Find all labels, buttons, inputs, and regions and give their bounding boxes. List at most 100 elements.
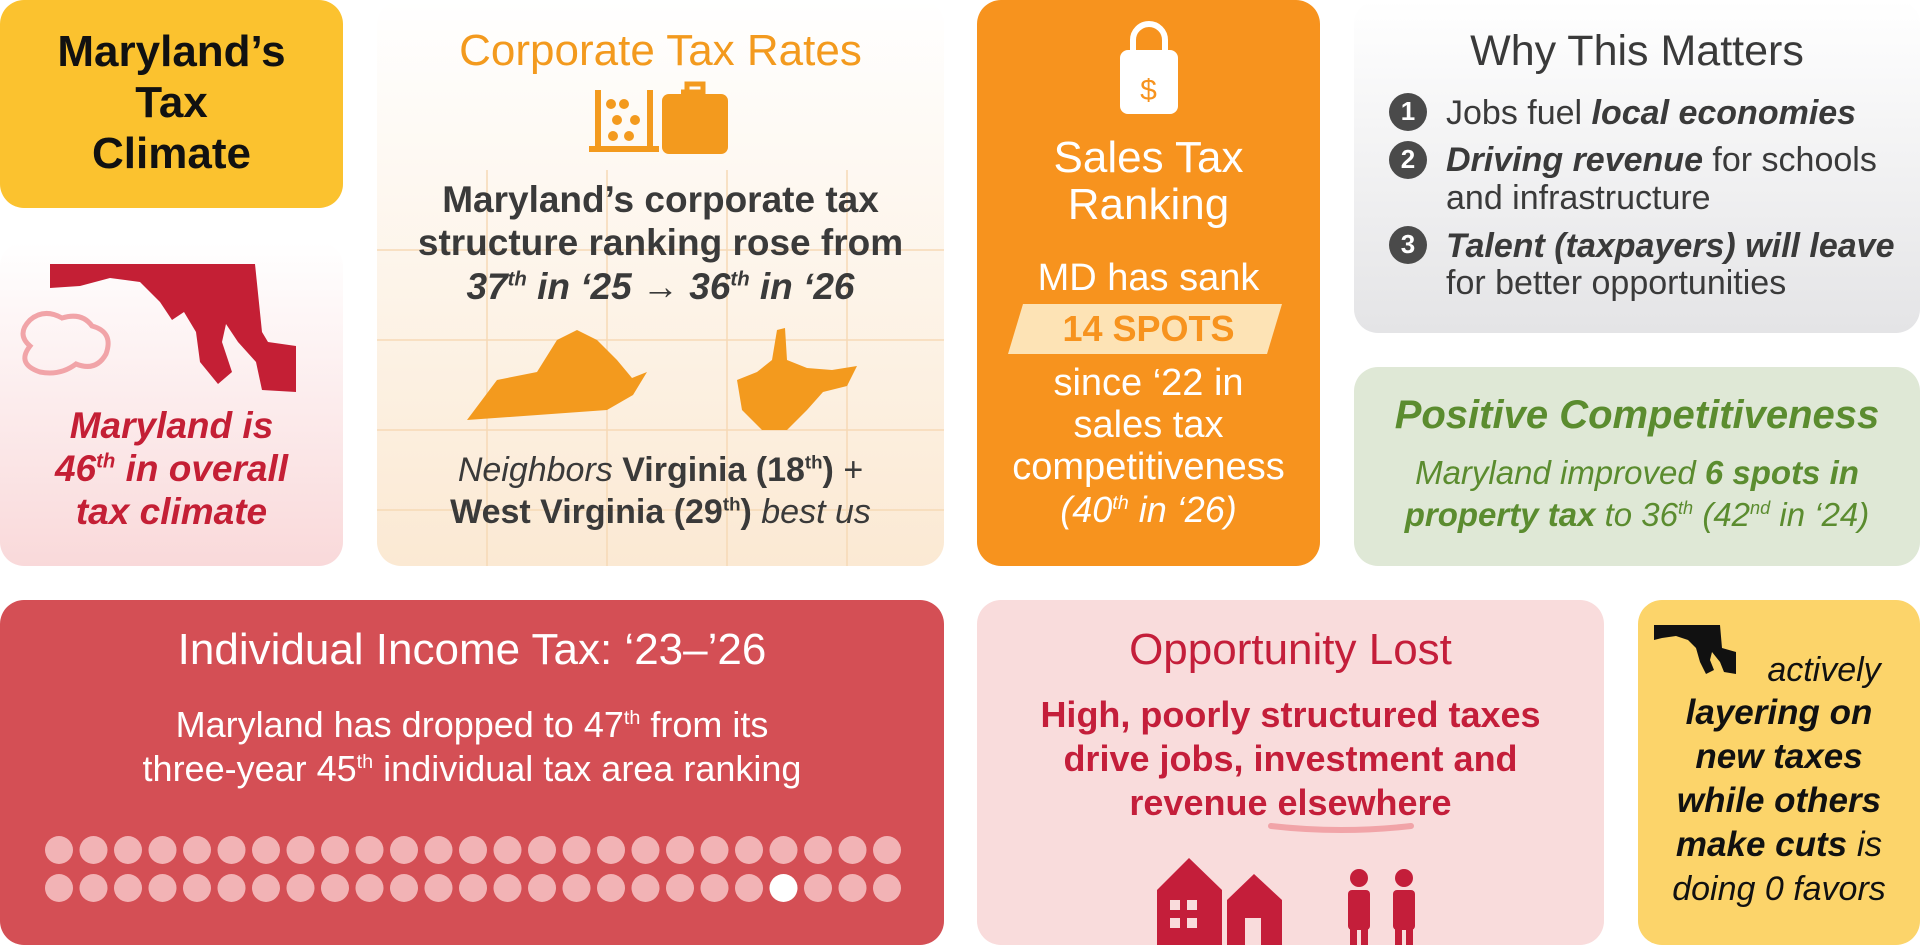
state-dot [148,874,177,902]
text-run: sales tax [1073,404,1224,446]
superscript: th [1112,492,1129,514]
text-run: is [1847,825,1883,864]
text-run: West Virginia (29 [450,493,723,531]
sales-graphics [1008,21,1282,354]
text-run: 37 [466,266,508,307]
neighbors-line: Neighbors Virginia (18th) + [377,447,944,493]
opportunity-card: Opportunity Lost High, poorly structured… [977,600,1604,945]
state-dot [838,836,867,864]
positive-card: Positive Competitiveness Maryland improv… [1354,367,1920,566]
text-run: High, poorly structured taxes [1040,694,1541,735]
text-run: local economies [1591,94,1857,132]
sales-badge: 14 SPOTS [977,306,1320,352]
text-run: (40 [1060,489,1113,530]
why-line: for better opportunities [1446,260,1920,306]
state-dot [528,874,556,902]
state-dot [735,874,763,902]
superscript: th [507,268,527,291]
text-run: elsewhere [1277,782,1452,823]
layering-card: actively layering on new taxes while oth… [1638,600,1920,945]
state-dot [183,836,211,864]
layering-line: actively [1638,647,1920,693]
text-run: 47 [583,704,624,745]
text-run: Maryland is [69,405,274,446]
text-run: Climate [92,129,251,178]
state-dot [493,836,522,864]
opportunity-line: drive jobs, investment and [977,736,1604,782]
state-dot [562,836,591,864]
title-line: Tax [0,80,343,126]
virginia-shape [467,330,647,420]
state-dot [631,874,660,902]
title-card: Maryland’s Tax Climate [0,0,343,208]
state-dot [666,874,694,902]
text-run: three-year [142,748,317,789]
state-dot [79,836,108,864]
superscript: th [722,493,741,515]
text-run: new taxes [1695,737,1863,776]
text-run: individual tax area ranking [373,748,802,789]
state-dot [321,874,349,902]
text-run: structure ranking rose from [417,222,904,263]
text-run: Why This Matters [1470,27,1804,75]
text-run: for better opportunities [1446,264,1787,302]
positive-line: Maryland improved 6 spots in [1354,450,1920,496]
state-dot [700,836,729,864]
corporate-heading: Corporate Tax Rates [377,28,944,74]
text-run: Individual Income Tax: ‘23–’26 [177,625,767,674]
text-run: Neighbors [457,451,623,489]
overall-line: Maryland is [0,403,343,449]
text-run: Virginia (18 [622,451,805,489]
layering-line: while others [1638,778,1920,824]
state-dot [666,836,694,864]
state-dot [217,874,246,902]
text-run: Maryland’s corporate tax [442,179,879,220]
state-dot [700,874,729,902]
why-line: and infrastructure [1446,175,1920,221]
overall-line: 46th in overall [0,446,343,492]
state-dot [286,836,315,864]
income-line: Maryland has dropped to 47th from its [0,702,944,748]
corporate-line: Maryland’s corporate tax [377,177,944,223]
text-run: since ‘22 in [1053,362,1244,404]
corporate-card: Corporate Tax Rates Maryland’s corporate… [377,0,944,566]
income-line: three-year 45th individual tax area rank… [0,746,944,792]
text-run: drive jobs, investment and [1063,738,1518,779]
text-run: 45 [316,748,357,789]
title-line: Maryland’s [0,29,343,75]
text-run: MD has sank [1037,257,1260,299]
text-run: Jobs fuel [1446,94,1592,132]
positive-line: property tax to 36th (42nd in ‘24) [1354,492,1920,538]
state-dot [286,874,315,902]
highlight-dot [769,874,798,902]
layering-line: new taxes [1638,734,1920,780]
text-run: in ‘25 → 36 [526,266,731,307]
grid-backdrop [377,81,944,566]
why-heading: Why This Matters [1354,28,1920,74]
opportunity-line: High, poorly structured taxes [977,692,1604,738]
superscript: nd [1750,498,1771,518]
title-line: Climate [0,131,343,177]
state-dot [355,836,384,864]
overall-line: tax climate [0,489,343,535]
overall-card: Maryland is 46th in overall tax climate [0,242,343,566]
sales-heading: Sales Tax [977,135,1320,181]
state-dot [838,874,867,902]
state-dot [79,874,108,902]
text-run: revenue [1129,782,1278,823]
state-dot [252,836,280,864]
superscript: th [730,268,750,291]
income-heading: Individual Income Tax: ‘23–’26 [0,627,944,673]
why-card: Why This Matters 1 2 3 Jobs fuel local e… [1354,0,1920,333]
text-run: ) [740,493,752,531]
text-run: 6 spots in [1704,454,1859,491]
superscript: th [356,751,374,773]
text-run: ) [822,451,834,489]
state-dot [804,836,832,864]
neighbors-line: West Virginia (29th) best us [377,489,944,535]
text-run: and infrastructure [1446,179,1711,217]
state-dot [459,874,487,902]
sales-intro: MD has sank [977,255,1320,301]
state-dot [148,836,177,864]
